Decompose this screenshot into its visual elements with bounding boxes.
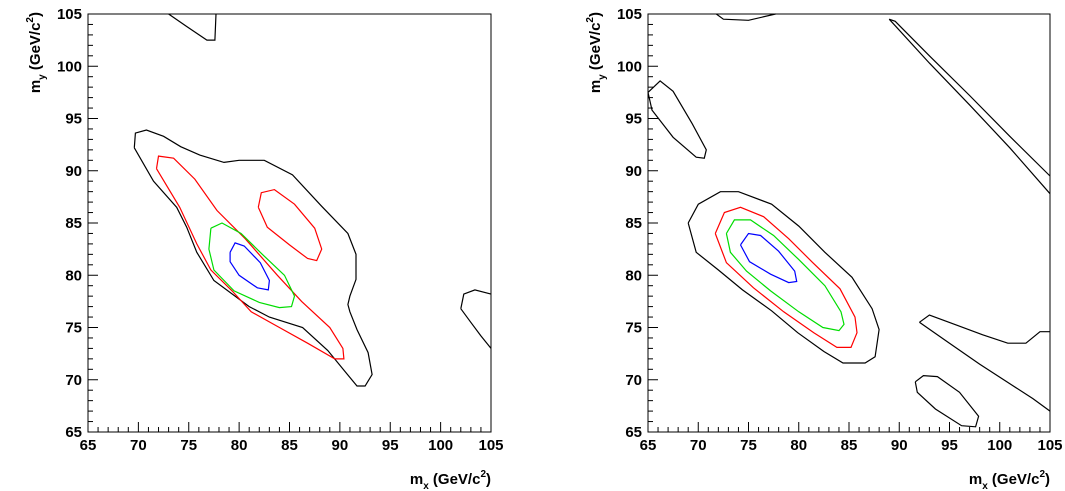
- contour-line-black: [133, 129, 373, 387]
- axis-label-unit-suffix: ): [587, 12, 604, 17]
- x-tick-label: 65: [640, 437, 657, 454]
- x-tick-label: 105: [478, 437, 503, 454]
- axis-label-unit-suffix: ): [1045, 471, 1050, 488]
- y-tick-label: 80: [65, 267, 82, 284]
- y-tick-label: 95: [65, 111, 82, 128]
- y-tick-label: 105: [617, 6, 642, 23]
- x-tick-label: 80: [231, 437, 248, 454]
- x-tick-label: 70: [690, 437, 707, 454]
- x-tick-label: 85: [841, 437, 858, 454]
- x-tick-label: 70: [130, 437, 147, 454]
- contour-line-green: [208, 222, 296, 309]
- axis-label-sub: y: [597, 74, 608, 80]
- axis-label-unit-suffix: ): [486, 471, 491, 488]
- contour-line-blue: [229, 242, 271, 291]
- axis-label-unit-prefix: (GeV/c: [587, 23, 604, 75]
- contour-line-black: [914, 374, 980, 428]
- y-tick-label: 85: [625, 215, 642, 232]
- axis-label-unit-prefix: (GeV/c: [429, 471, 481, 488]
- y-tick-label: 70: [625, 372, 642, 389]
- x-tick-label: 100: [428, 437, 453, 454]
- axis-label-main: m: [587, 80, 604, 93]
- y-axis-label: my (GeV/c2): [585, 12, 608, 93]
- axis-label-sup: 2: [480, 469, 486, 480]
- y-tick-label: 75: [65, 320, 82, 337]
- x-tick-label: 100: [987, 437, 1012, 454]
- axis-label-sup: 2: [1039, 469, 1045, 480]
- contour-line-black: [647, 80, 707, 159]
- y-tick-label: 90: [65, 163, 82, 180]
- contour-line-black: [168, 13, 217, 41]
- contour-line-black: [919, 314, 1050, 344]
- y-tick-label: 70: [65, 372, 82, 389]
- y-axis-label: my (GeV/c2): [25, 12, 48, 93]
- axis-label-main: m: [410, 471, 423, 488]
- axis-label-sub: x: [982, 481, 988, 491]
- x-tick-label: 95: [941, 437, 958, 454]
- contour-line-green: [725, 219, 845, 332]
- x-tick-label: 95: [382, 437, 399, 454]
- y-tick-label: 90: [625, 163, 642, 180]
- contour-line-black: [460, 308, 492, 349]
- contour-line-black: [460, 289, 492, 309]
- y-tick-label: 105: [57, 6, 82, 23]
- x-tick-label: 65: [80, 437, 97, 454]
- contour-plot-left: 65 70 75 80 85 90 95 100 105 65 70 75 80 85 90 95 100 105…: [25, 6, 504, 491]
- x-tick-label: 90: [891, 437, 908, 454]
- x-tick-label: 80: [790, 437, 807, 454]
- contour-line-black: [888, 18, 1051, 195]
- contour-line-black: [919, 321, 1051, 412]
- y-tick-label: 75: [625, 320, 642, 337]
- axis-label-main: m: [27, 80, 44, 93]
- y-tick-label: 100: [617, 58, 642, 75]
- contour-line-red: [257, 188, 323, 262]
- y-tick-label: 100: [57, 58, 82, 75]
- contour-plot-right: 65 70 75 80 85 90 95 100 105 65 70 75 80 85 90 95 100 105…: [585, 6, 1063, 491]
- axis-label-unit-prefix: (GeV/c: [27, 23, 44, 75]
- y-tick-label: 85: [65, 215, 82, 232]
- plot-frame: [87, 13, 492, 433]
- x-tick-label: 75: [740, 437, 757, 454]
- contour-line-black: [687, 191, 880, 364]
- plot-frame: [647, 13, 1051, 433]
- axis-label-sup: 2: [25, 17, 36, 23]
- x-axis-label: mx (GeV/c2): [969, 469, 1050, 491]
- contour-line-red: [155, 155, 345, 360]
- axis-label-unit-suffix: ): [27, 12, 44, 17]
- axis-label-main: m: [969, 471, 982, 488]
- contour-line-black: [715, 13, 776, 21]
- axis-label-sup: 2: [585, 17, 596, 23]
- x-tick-label: 85: [281, 437, 298, 454]
- x-axis-label: mx (GeV/c2): [410, 469, 491, 491]
- contour-line-blue: [739, 232, 798, 284]
- axis-label-sub: y: [37, 74, 48, 80]
- x-tick-label: 75: [180, 437, 197, 454]
- x-tick-label: 90: [332, 437, 349, 454]
- axis-label-unit-prefix: (GeV/c: [988, 471, 1040, 488]
- x-tick-label: 105: [1037, 437, 1062, 454]
- axis-label-sub: x: [423, 481, 429, 491]
- y-tick-label: 65: [65, 424, 82, 441]
- contour-line-red: [714, 206, 858, 348]
- y-tick-label: 95: [625, 111, 642, 128]
- y-tick-label: 65: [625, 424, 642, 441]
- contour-line-black: [889, 18, 1051, 177]
- y-tick-label: 80: [625, 267, 642, 284]
